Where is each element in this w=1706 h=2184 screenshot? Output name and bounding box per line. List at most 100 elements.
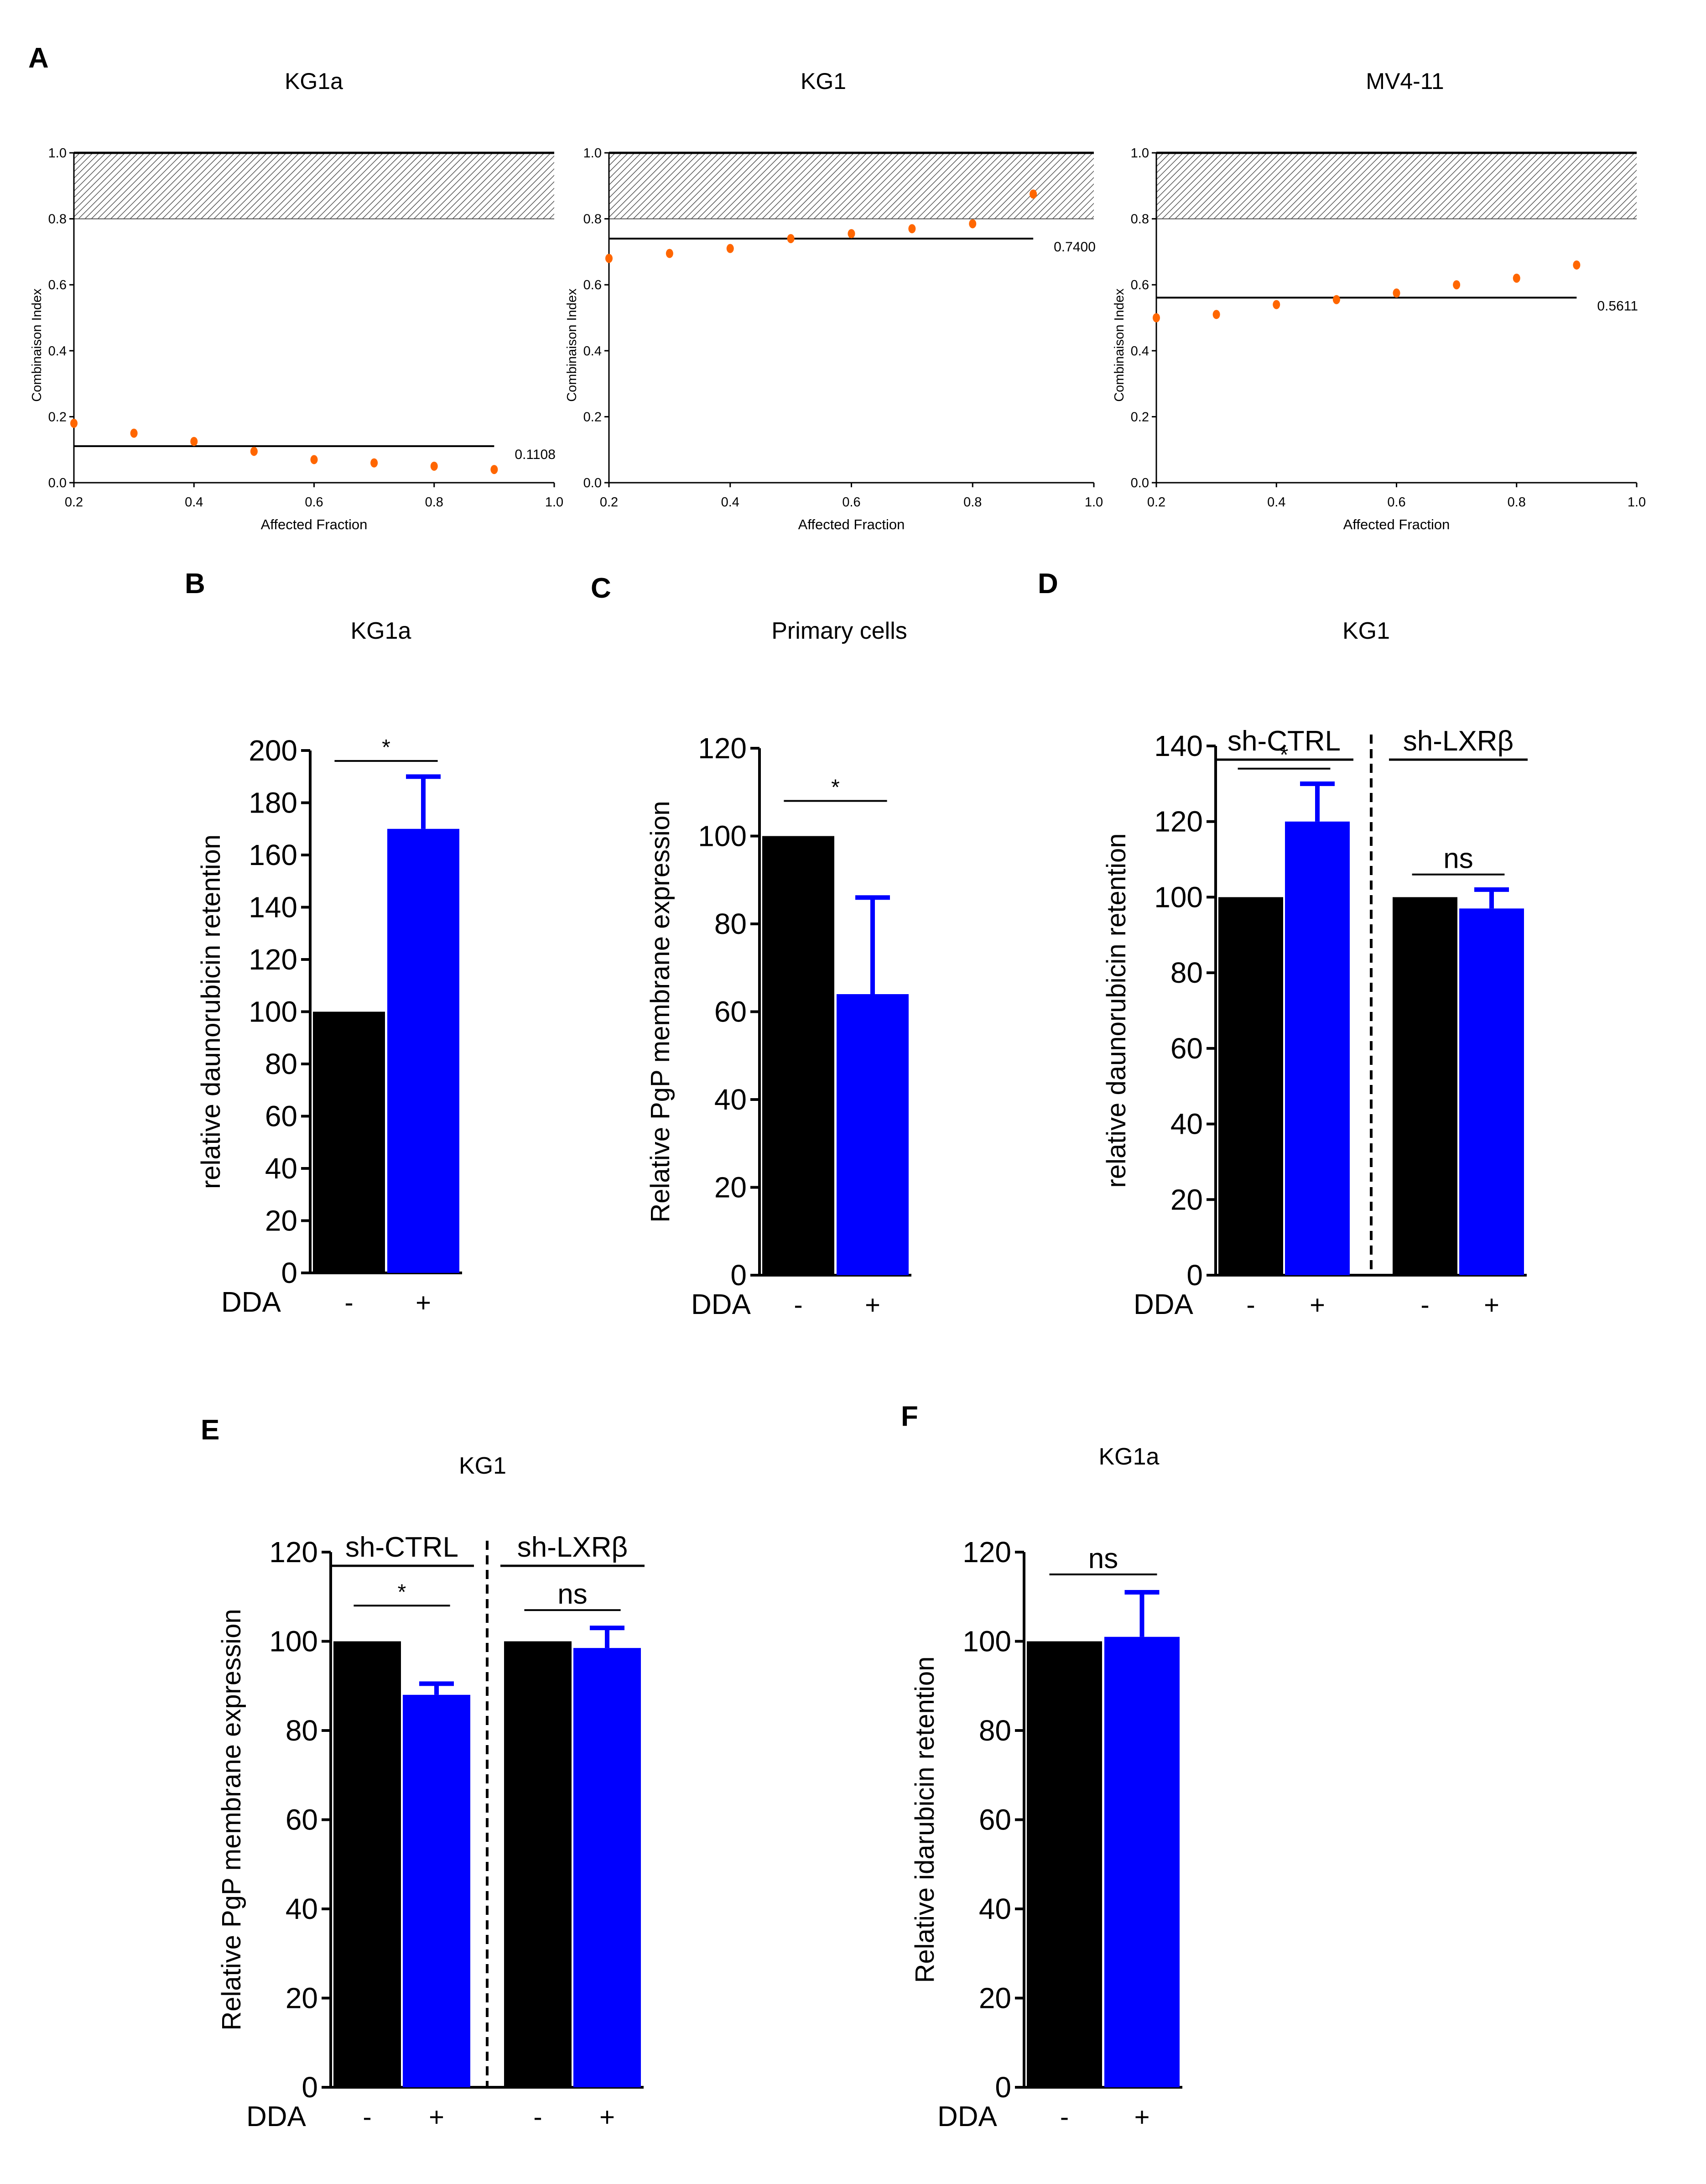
y-tick-label: 120 (962, 1536, 1011, 1569)
y-tick-label: 0.4 (1131, 344, 1149, 359)
group-label: sh-CTRL (1227, 725, 1341, 757)
dda-row-label: DDA (937, 2101, 998, 2132)
data-point (70, 418, 78, 428)
category-label: - (1420, 1290, 1429, 1320)
bar (1393, 897, 1457, 1275)
y-tick-label: 40 (1170, 1108, 1203, 1141)
y-tick-label: 120 (269, 1536, 318, 1569)
y-tick-label: 0.4 (48, 344, 67, 359)
chart-title: KG1a (1099, 1444, 1160, 1470)
dda-row-label: DDA (246, 2101, 307, 2132)
y-tick-label: 20 (286, 1982, 318, 2015)
data-point (1273, 300, 1280, 309)
y-tick-label: 100 (269, 1625, 318, 1658)
dda-row-label: DDA (691, 1289, 751, 1320)
y-tick-label: 120 (249, 943, 297, 976)
significance-label: * (382, 735, 390, 760)
x-tick-label: 0.2 (1147, 495, 1165, 510)
y-tick-label: 80 (286, 1714, 318, 1747)
category-label: - (344, 1288, 353, 1318)
category-label: + (865, 1290, 880, 1320)
hatched-region (74, 153, 554, 219)
hatched-region (1156, 153, 1637, 219)
category-label: - (363, 2102, 371, 2132)
chart-title: KG1a (351, 618, 411, 644)
data-point (1212, 310, 1220, 319)
y-tick-label: 100 (249, 996, 297, 1028)
y-tick-label: 0.8 (1131, 212, 1149, 227)
data-point (310, 455, 318, 464)
panel-letter-f: F (901, 1401, 918, 1432)
x-axis-label: Affected Fraction (798, 516, 905, 532)
x-tick-label: 0.4 (185, 495, 203, 510)
data-point (848, 229, 855, 239)
significance-label: ns (1088, 1543, 1118, 1574)
y-tick-label: 80 (979, 1714, 1011, 1747)
x-axis-label: Affected Fraction (261, 516, 368, 532)
panel-letter-b: B (185, 568, 205, 599)
y-tick-label: 0.2 (583, 410, 602, 424)
chart-title: Primary cells (771, 618, 907, 644)
data-point (1393, 288, 1400, 298)
y-tick-label: 20 (265, 1204, 297, 1237)
chart-title: MV4-11 (1366, 68, 1444, 94)
scatter-chart-a2: KG1 0.0 0.2 0.4 0.6 0.8 1.0 0.2 0.4 0.6 0.8 1.0 Affe… (565, 68, 1103, 532)
y-tick-label: 60 (265, 1100, 297, 1133)
data-point (605, 254, 613, 263)
hatched-region (609, 153, 1094, 219)
x-tick-label: 0.6 (842, 495, 860, 510)
chart-title: KG1 (459, 1453, 506, 1479)
y-tick-label: 0.0 (48, 476, 67, 490)
y-tick-label: 0.2 (48, 410, 67, 424)
y-axis-label: Relative idarubicin retention (910, 1657, 940, 1983)
significance-label: ns (1443, 843, 1473, 875)
data-point (908, 224, 916, 234)
y-tick-label: 0 (281, 1256, 297, 1289)
y-tick-label: 20 (714, 1171, 747, 1204)
y-axis-label: Relative PgP membrane expression (217, 1609, 246, 2030)
y-tick-label: 140 (1154, 730, 1203, 762)
category-label: - (1060, 2102, 1069, 2132)
group-label: sh-LXRβ (517, 1532, 628, 1563)
category-label: + (1484, 1290, 1499, 1320)
x-tick-label: 1.0 (545, 495, 563, 510)
significance-label: ns (557, 1579, 587, 1610)
y-tick-label: 40 (286, 1892, 318, 1925)
bar (1285, 821, 1350, 1275)
category-label: - (794, 1290, 802, 1320)
reference-label: 0.5611 (1597, 298, 1638, 313)
category-label: + (1310, 1290, 1325, 1320)
data-point (490, 465, 498, 474)
significance-label: * (831, 776, 840, 800)
y-tick-label: 80 (1170, 956, 1203, 989)
y-tick-label: 60 (714, 996, 747, 1028)
data-point (370, 458, 378, 468)
y-tick-label: 0 (1186, 1259, 1203, 1292)
x-tick-label: 0.2 (600, 495, 618, 510)
y-tick-label: 180 (249, 787, 297, 819)
data-point (726, 244, 734, 253)
chart-title: KG1 (801, 68, 846, 94)
x-tick-label: 0.4 (721, 495, 739, 510)
bar (837, 994, 909, 1275)
x-tick-label: 1.0 (1628, 495, 1646, 510)
y-tick-label: 40 (714, 1083, 747, 1116)
category-label: - (533, 2102, 542, 2132)
y-tick-label: 0.8 (583, 212, 602, 227)
y-tick-label: 60 (979, 1803, 1011, 1836)
reference-label: 0.1108 (515, 447, 556, 462)
bar (1027, 1641, 1102, 2087)
x-axis-label: Affected Fraction (1343, 516, 1450, 532)
y-tick-label: 100 (962, 1625, 1011, 1658)
y-tick-label: 160 (249, 839, 297, 871)
bar (387, 829, 459, 1273)
y-tick-label: 0.0 (1131, 476, 1149, 490)
y-tick-label: 120 (698, 732, 747, 765)
reference-label: 0.7400 (1054, 240, 1096, 255)
data-point (1573, 260, 1581, 270)
panel-letter-e: E (201, 1414, 219, 1446)
y-tick-label: 120 (1154, 805, 1203, 838)
bar-chart-c: Primary cells 0 20 40 60 80 100 120 Relative PgP… (645, 618, 911, 1320)
y-tick-label: 40 (979, 1892, 1011, 1925)
y-tick-label: 40 (265, 1152, 297, 1185)
